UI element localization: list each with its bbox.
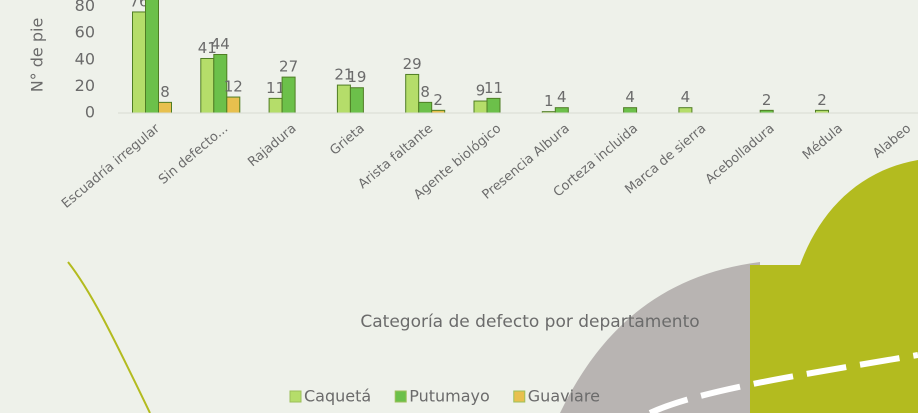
legend-swatch bbox=[290, 391, 301, 402]
y-tick-label: 0 bbox=[85, 103, 95, 122]
bar bbox=[159, 102, 172, 113]
y-tick-label: 80 bbox=[75, 0, 95, 15]
data-label: 44 bbox=[211, 35, 230, 53]
page: {"chart_data": {"type": "bar", "y_label"… bbox=[0, 0, 918, 413]
data-label: 4 bbox=[681, 88, 691, 106]
data-label: 8 bbox=[420, 83, 430, 101]
data-label: 1 bbox=[544, 92, 554, 110]
data-label: 12 bbox=[224, 78, 243, 96]
bar bbox=[555, 108, 568, 113]
bar bbox=[133, 12, 146, 113]
bar bbox=[269, 98, 282, 113]
data-label: 2 bbox=[817, 91, 827, 109]
bar bbox=[679, 108, 692, 113]
decor-shape bbox=[750, 265, 918, 413]
x-axis-title: Categoría de defecto por departamento bbox=[360, 312, 699, 332]
data-label: 4 bbox=[625, 88, 635, 106]
legend-label: Putumayo bbox=[409, 387, 490, 406]
chart: N° de pie Categoría de defecto por depar… bbox=[0, 0, 918, 413]
bar bbox=[419, 102, 432, 113]
bar bbox=[282, 77, 295, 113]
y-tick-label: 40 bbox=[75, 49, 95, 68]
data-label: 2 bbox=[433, 91, 443, 109]
legend-label: Guaviare bbox=[528, 387, 600, 406]
data-label: 4 bbox=[557, 88, 567, 106]
legend-swatch bbox=[514, 391, 525, 402]
y-tick-label: 60 bbox=[75, 23, 95, 42]
bar bbox=[201, 58, 214, 113]
y-tick-label: 20 bbox=[75, 76, 95, 95]
bar bbox=[406, 74, 419, 113]
y-axis-title: N° de pie bbox=[28, 18, 47, 93]
bar bbox=[337, 85, 350, 113]
data-label: 27 bbox=[279, 58, 298, 76]
data-label: 2 bbox=[762, 91, 772, 109]
legend-swatch bbox=[395, 391, 406, 402]
bar bbox=[487, 98, 500, 113]
bar bbox=[350, 88, 363, 113]
bar bbox=[474, 101, 487, 113]
bar bbox=[146, 0, 159, 113]
bar bbox=[624, 108, 637, 113]
data-label: 19 bbox=[347, 68, 366, 86]
data-label: 29 bbox=[403, 55, 422, 73]
data-label: 11 bbox=[484, 79, 503, 97]
bar bbox=[227, 97, 240, 113]
legend-label: Caquetá bbox=[304, 387, 371, 406]
data-label: 8 bbox=[160, 83, 170, 101]
